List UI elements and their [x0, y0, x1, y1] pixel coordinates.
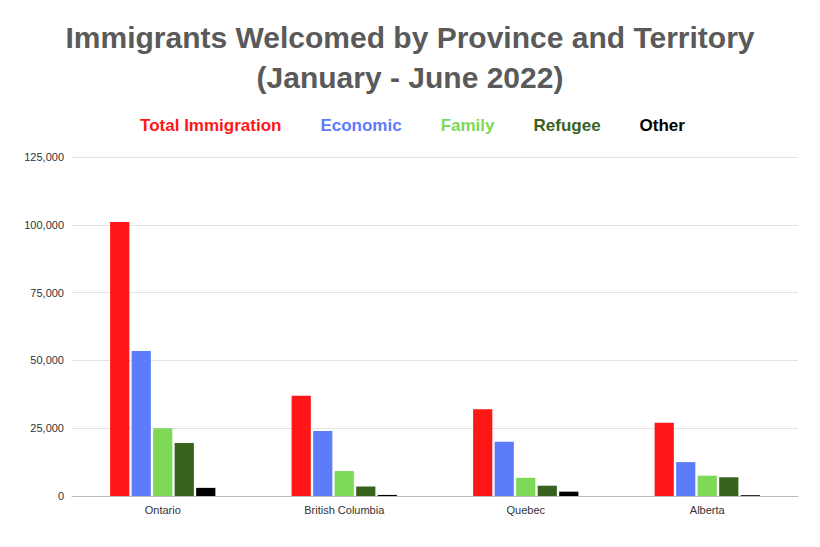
svg-text:Total Immigration: Total Immigration	[140, 116, 281, 135]
svg-text:0: 0	[58, 490, 64, 502]
svg-text:100,000: 100,000	[24, 219, 64, 231]
svg-text:Other: Other	[640, 116, 686, 135]
svg-text:75,000: 75,000	[30, 287, 64, 299]
svg-text:125,000: 125,000	[24, 151, 64, 163]
svg-text:Economic: Economic	[320, 116, 401, 135]
svg-text:25,000: 25,000	[30, 422, 64, 434]
svg-text:Family: Family	[441, 116, 495, 135]
svg-text:(January - June 2022): (January - June 2022)	[257, 61, 564, 94]
svg-text:Immigrants Welcomed by Provinc: Immigrants Welcomed by Province and Terr…	[65, 21, 754, 54]
svg-text:British Columbia: British Columbia	[304, 504, 385, 516]
svg-text:Alberta: Alberta	[690, 504, 726, 516]
svg-text:Quebec: Quebec	[506, 504, 545, 516]
svg-text:Refugee: Refugee	[534, 116, 601, 135]
svg-text:Ontario: Ontario	[145, 504, 181, 516]
svg-text:50,000: 50,000	[30, 354, 64, 366]
